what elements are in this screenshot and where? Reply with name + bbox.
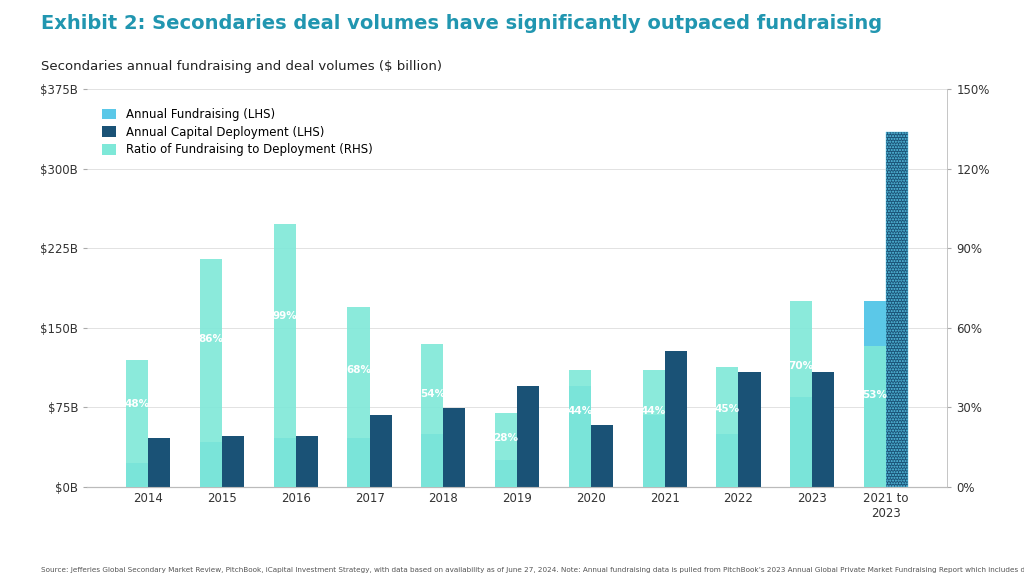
Bar (347, 306, 370, 487)
Bar (642, 370, 665, 487)
Text: 70%: 70% (788, 361, 814, 371)
Bar (421, 434, 443, 487)
Text: 99%: 99% (272, 311, 297, 321)
Bar (443, 408, 466, 487)
Bar (812, 372, 835, 487)
Bar (791, 397, 812, 487)
Bar (717, 367, 738, 487)
Text: 44%: 44% (641, 406, 667, 416)
Bar (738, 372, 761, 487)
Bar (591, 425, 613, 487)
Bar (421, 344, 443, 487)
Bar (347, 438, 370, 487)
Bar (222, 436, 244, 487)
Text: Source: Jefferies Global Secondary Market Review, PitchBook, iCapital Investment: Source: Jefferies Global Secondary Marke… (41, 567, 1024, 573)
Bar (273, 225, 296, 487)
Text: 68%: 68% (346, 365, 371, 374)
Text: 86%: 86% (199, 334, 223, 344)
Bar (148, 438, 170, 487)
Bar (495, 412, 517, 487)
Bar (791, 301, 812, 487)
Text: 54%: 54% (420, 389, 444, 399)
Bar (642, 415, 665, 487)
Text: 53%: 53% (862, 391, 888, 400)
Bar (864, 301, 886, 487)
Text: 45%: 45% (715, 404, 740, 414)
Bar (200, 259, 222, 487)
Bar (886, 132, 908, 487)
Bar (273, 438, 296, 487)
Legend: Annual Fundraising (LHS), Annual Capital Deployment (LHS), Ratio of Fundraising : Annual Fundraising (LHS), Annual Capital… (97, 103, 377, 161)
Text: Secondaries annual fundraising and deal volumes ($ billion): Secondaries annual fundraising and deal … (41, 60, 442, 74)
Bar (126, 359, 148, 487)
Bar (200, 442, 222, 487)
Bar (517, 386, 540, 487)
Text: 48%: 48% (125, 399, 150, 409)
Bar (568, 386, 591, 487)
Bar (370, 415, 392, 487)
Bar (126, 464, 148, 487)
Bar (568, 370, 591, 487)
Bar (864, 346, 886, 487)
Bar (717, 434, 738, 487)
Bar (296, 436, 317, 487)
Text: 44%: 44% (567, 406, 593, 416)
Text: 28%: 28% (494, 434, 518, 444)
Bar (495, 460, 517, 487)
Bar (665, 351, 687, 487)
Text: Exhibit 2: Secondaries deal volumes have significantly outpaced fundraising: Exhibit 2: Secondaries deal volumes have… (41, 14, 882, 33)
